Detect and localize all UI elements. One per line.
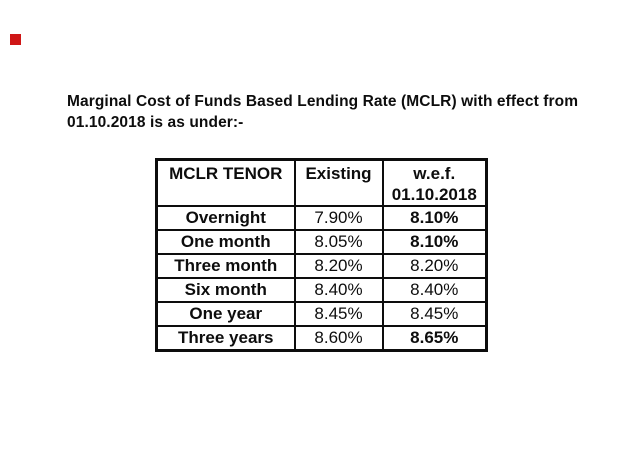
table-row-three-month: Three month 8.20% 8.20%	[155, 253, 488, 279]
red-square-marker	[10, 34, 21, 45]
tenor-cell: Three month	[155, 253, 296, 279]
mclr-rate-table: MCLR TENOR Existing w.e.f. 01.10.2018 Ov…	[155, 158, 488, 352]
document-title: Marginal Cost of Funds Based Lending Rat…	[67, 93, 579, 131]
existing-rate-cell: 8.05%	[293, 229, 384, 255]
table-row-one-month: One month 8.05% 8.10%	[155, 229, 488, 255]
existing-rate-cell: 8.45%	[293, 301, 384, 327]
wef-rate-cell: 8.40%	[381, 277, 488, 303]
wef-rate-cell: 8.45%	[381, 301, 488, 327]
existing-rate-cell: 8.40%	[293, 277, 384, 303]
existing-rate-cell: 8.60%	[293, 325, 384, 352]
existing-rate-cell: 8.20%	[293, 253, 384, 279]
header-mclr-tenor: MCLR TENOR	[155, 158, 296, 207]
tenor-cell: Six month	[155, 277, 296, 303]
table-row-one-year: One year 8.45% 8.45%	[155, 301, 488, 327]
tenor-cell: One month	[155, 229, 296, 255]
wef-rate-cell: 8.20%	[381, 253, 488, 279]
table-header-row: MCLR TENOR Existing w.e.f. 01.10.2018	[155, 158, 488, 207]
wef-rate-cell: 8.65%	[381, 325, 488, 352]
tenor-cell: Three years	[155, 325, 296, 352]
wef-rate-cell: 8.10%	[381, 229, 488, 255]
table-row-overnight: Overnight 7.90% 8.10%	[155, 205, 488, 231]
wef-rate-cell: 8.10%	[381, 205, 488, 231]
header-existing: Existing	[293, 158, 384, 207]
existing-rate-cell: 7.90%	[293, 205, 384, 231]
header-wef-date: w.e.f. 01.10.2018	[381, 158, 488, 207]
tenor-cell: One year	[155, 301, 296, 327]
table-row-six-month: Six month 8.40% 8.40%	[155, 277, 488, 303]
table-row-three-years: Three years 8.60% 8.65%	[155, 325, 488, 352]
tenor-cell: Overnight	[155, 205, 296, 231]
